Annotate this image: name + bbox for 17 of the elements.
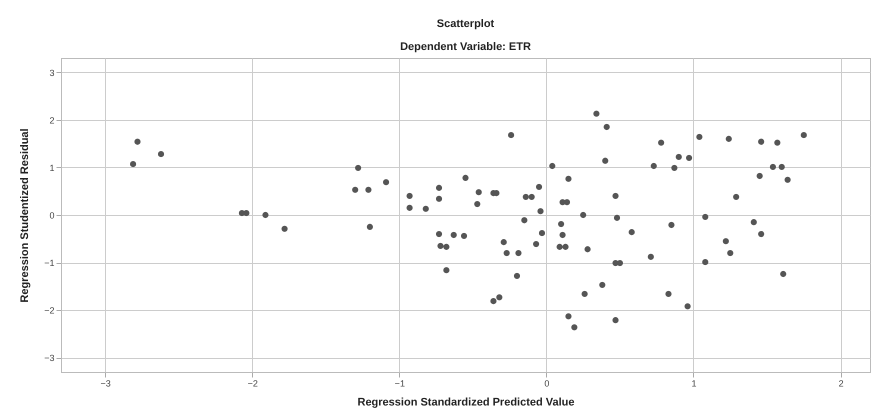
x-tick-label: −1: [394, 378, 405, 388]
y-tick-label: 0: [49, 210, 54, 220]
chart-title: Scatterplot: [436, 18, 495, 30]
y-tick-label: 2: [49, 115, 54, 126]
x-tick-label: −3: [100, 378, 111, 388]
x-tick-label: −2: [248, 378, 258, 388]
y-axis-title: Regression Studentized Residual: [19, 128, 32, 303]
x-tick-label: 0: [544, 378, 550, 388]
x-tick-label: 1: [691, 378, 696, 388]
y-tick-label: −3: [44, 353, 54, 364]
y-tick-label: −1: [44, 258, 54, 268]
x-axis-title: Regression Standardized Predicted Value: [357, 396, 575, 408]
y-tick-label: 1: [49, 162, 54, 173]
y-tick-label: 3: [49, 68, 54, 78]
chart-subtitle: Dependent Variable: ETR: [400, 41, 531, 53]
y-tick-label: −2: [44, 306, 54, 316]
x-tick-label: 2: [838, 378, 844, 388]
